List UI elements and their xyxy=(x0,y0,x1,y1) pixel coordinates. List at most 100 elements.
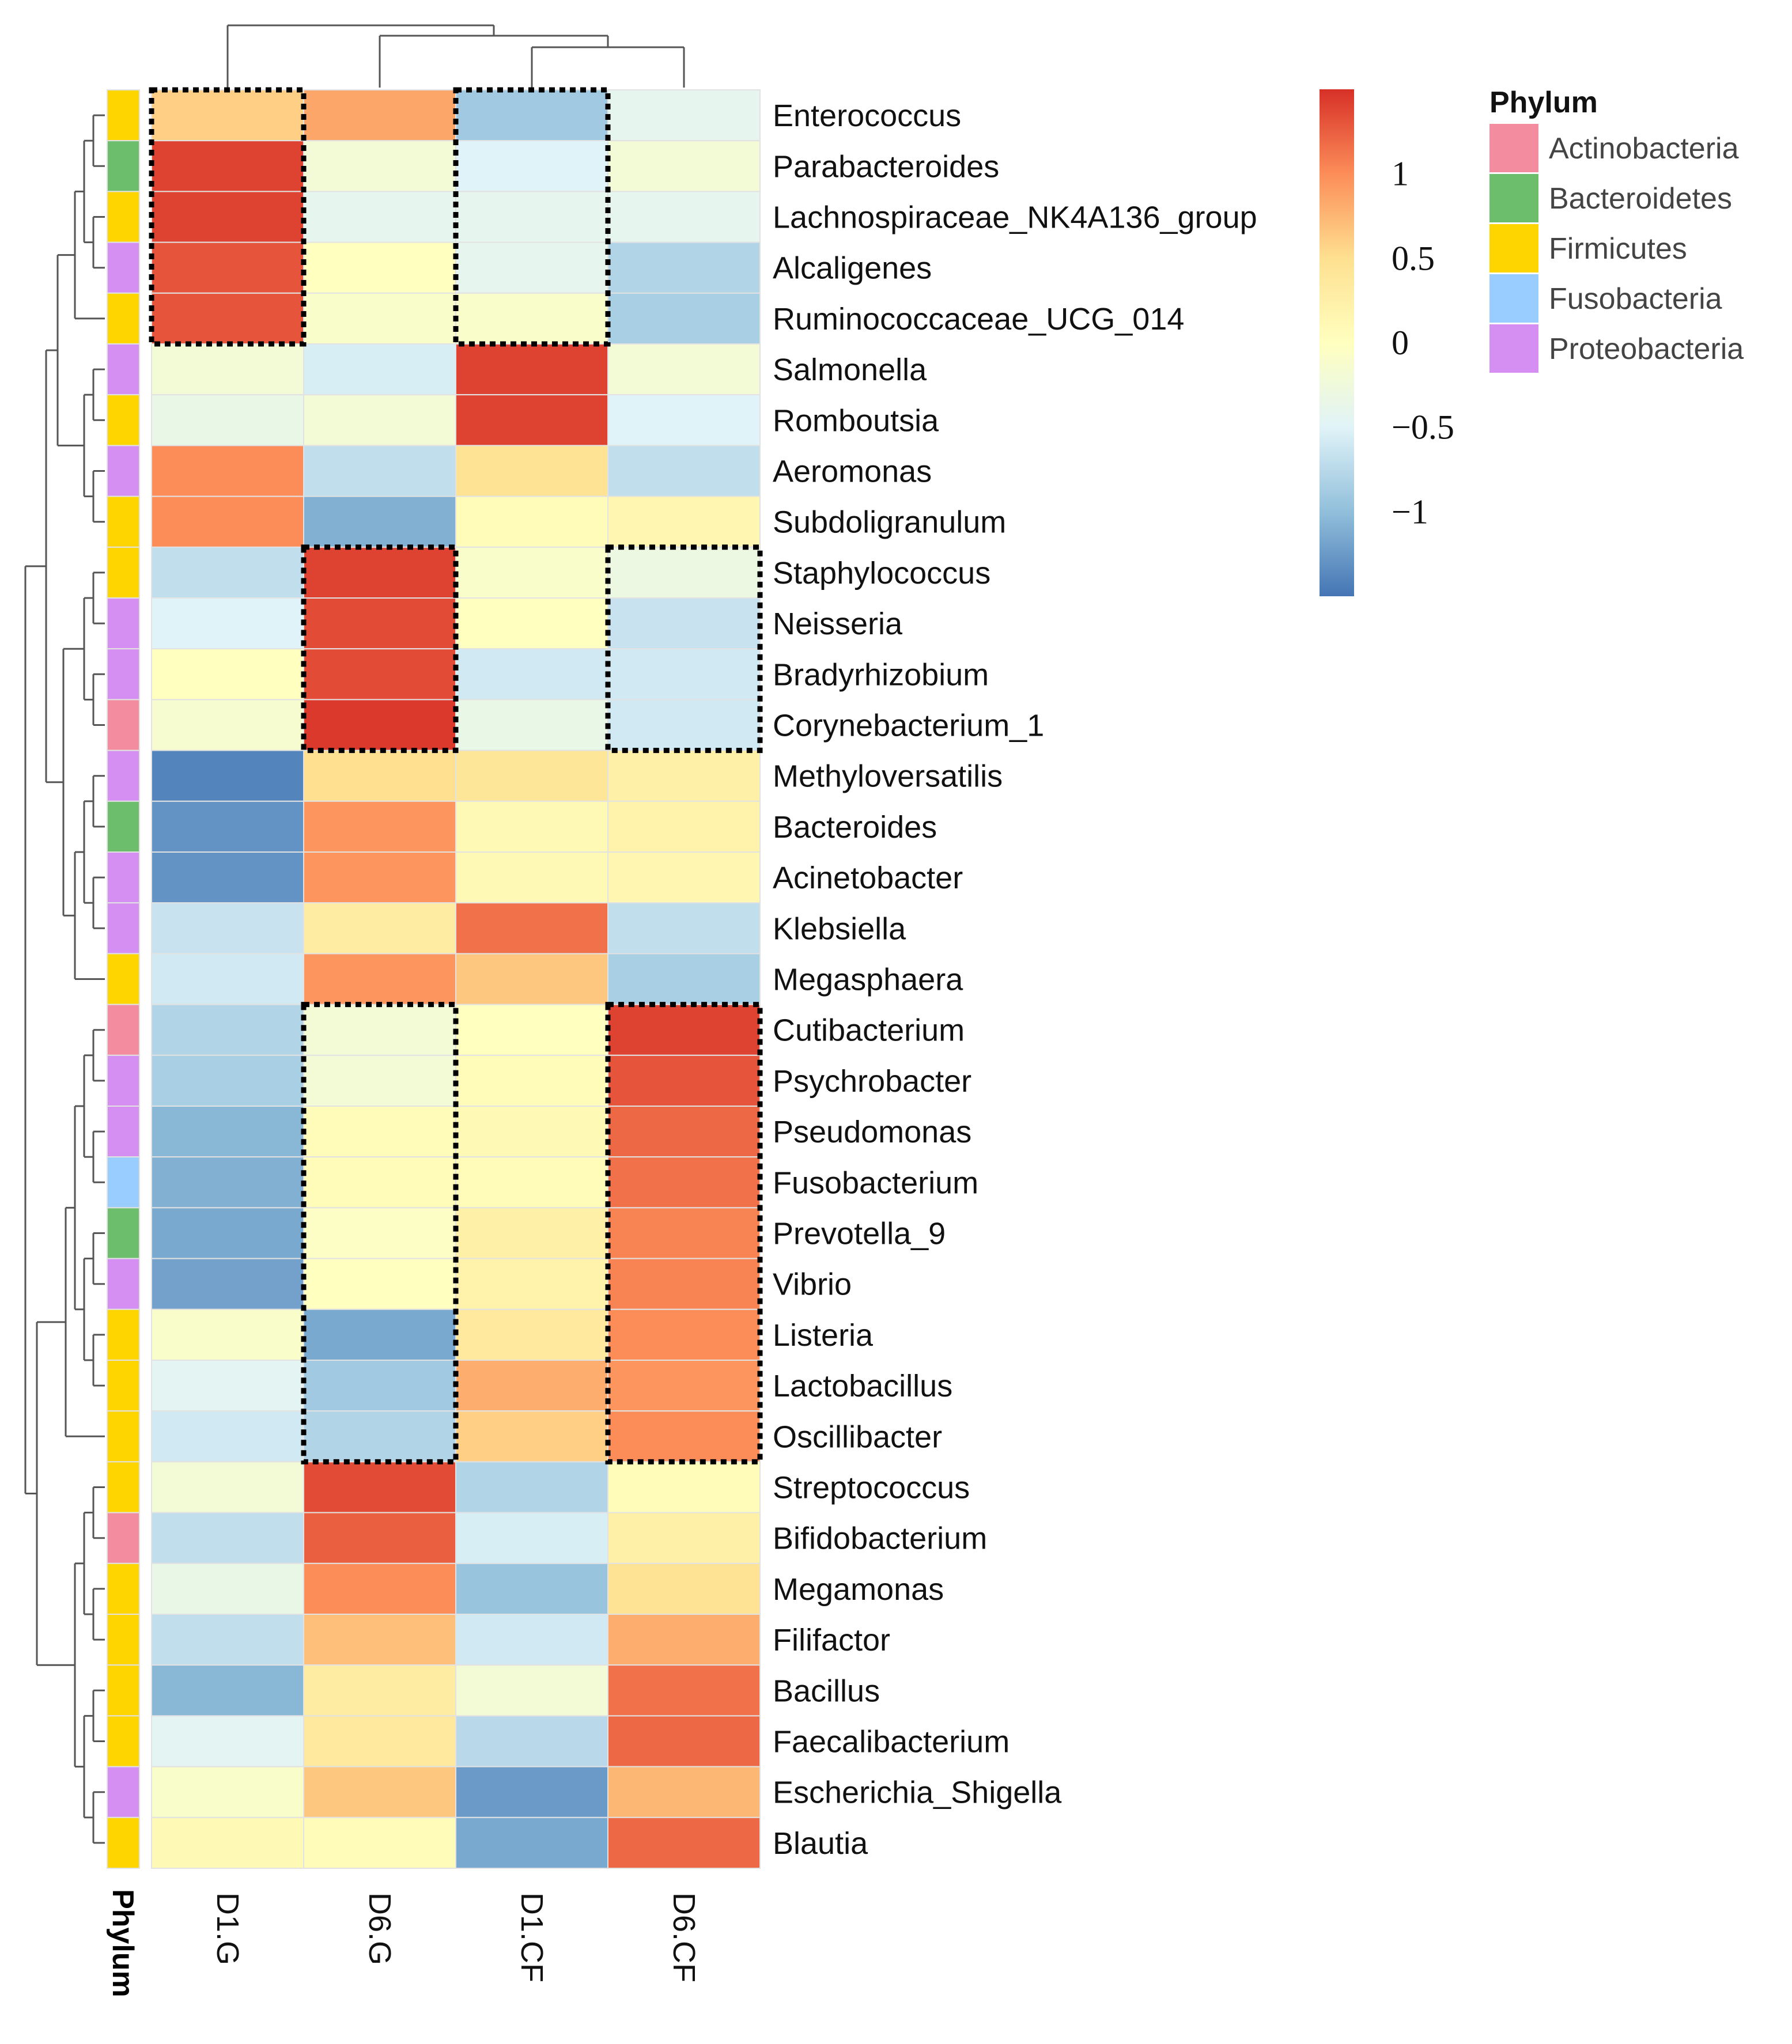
heatmap-cell xyxy=(303,1512,456,1564)
heatmap-cell xyxy=(455,394,608,446)
heatmap-cell xyxy=(151,1816,304,1869)
heatmap-cell xyxy=(303,1766,456,1818)
heatmap-cell xyxy=(151,1766,304,1818)
heatmap-cell xyxy=(607,546,761,599)
heatmap-cell xyxy=(151,140,304,192)
heatmap-cell xyxy=(151,1106,304,1158)
heatmap-cell xyxy=(303,343,456,396)
legend-label: Actinobacteria xyxy=(1549,132,1739,165)
heatmap-cell xyxy=(303,1410,456,1463)
phylum-strip-cell xyxy=(107,1156,140,1209)
highlight-box xyxy=(301,544,459,754)
heatmap-cell xyxy=(151,953,304,1005)
heatmap-cell xyxy=(455,800,608,853)
row-label: Listeria xyxy=(773,1318,874,1353)
phylum-axis-label: Phylum xyxy=(106,1889,139,1997)
heatmap-cell xyxy=(303,750,456,802)
heatmap-cell xyxy=(607,1410,761,1463)
heatmap-cell xyxy=(607,750,761,802)
heatmap-cell xyxy=(455,1614,608,1666)
row-label: Alcaligenes xyxy=(773,251,932,286)
phylum-strip-cell xyxy=(107,140,140,192)
row-label: Parabacteroides xyxy=(773,149,999,184)
phylum-strip-cell xyxy=(107,1410,140,1463)
phylum-legend: Phylum Actinobacteria Bacteroidetes Firmicu… xyxy=(1489,86,1744,373)
heatmap-cell xyxy=(303,699,456,751)
row-label: Corynebacterium_1 xyxy=(773,709,1044,743)
heatmap-cell xyxy=(151,750,304,802)
heatmap-cell xyxy=(455,1258,608,1310)
heatmap-cell xyxy=(303,394,456,446)
heatmap-cell xyxy=(607,140,761,192)
row-label: Aeromonas xyxy=(773,455,932,489)
heatmap-cell xyxy=(151,1410,304,1463)
highlight-box xyxy=(605,1002,763,1464)
row-label: Blautia xyxy=(773,1826,868,1861)
heatmap-cell xyxy=(607,495,761,548)
heatmap-cell xyxy=(607,1207,761,1259)
row-label: Psychrobacter xyxy=(773,1064,971,1099)
row-label: Staphylococcus xyxy=(773,556,990,591)
legend-label: Proteobacteria xyxy=(1549,332,1744,366)
heatmap-cell xyxy=(151,800,304,853)
heatmap-cell xyxy=(607,343,761,396)
phylum-strip-cell xyxy=(107,597,140,650)
heatmap-cell xyxy=(455,1106,608,1158)
row-label: Filifactor xyxy=(773,1623,890,1657)
heatmap-cell xyxy=(151,495,304,548)
heatmap-cell xyxy=(607,1308,761,1361)
phylum-strip-cell xyxy=(107,1715,140,1767)
colorbar-tick-label: −1 xyxy=(1392,493,1428,531)
legend-label: Fusobacteria xyxy=(1549,282,1722,316)
legend-swatch xyxy=(1489,224,1538,272)
heatmap-cell xyxy=(151,1512,304,1564)
heatmap-cell xyxy=(455,648,608,701)
heatmap-cell xyxy=(607,191,761,243)
heatmap-cell xyxy=(303,140,456,192)
phylum-strip-cell xyxy=(107,1512,140,1564)
heatmap-cell xyxy=(303,953,456,1005)
heatmap-cell xyxy=(455,1664,608,1717)
heatmap-cell xyxy=(303,1562,456,1615)
heatmap-cell xyxy=(607,1106,761,1158)
phylum-strip-cell xyxy=(107,1308,140,1361)
phylum-strip-cell xyxy=(107,546,140,599)
heatmap-cell xyxy=(455,1512,608,1564)
heatmap-cell xyxy=(303,1106,456,1158)
heatmap-cell xyxy=(607,1715,761,1767)
row-dendrogram xyxy=(24,114,105,1844)
heatmap-cell xyxy=(151,89,304,142)
heatmap-cell xyxy=(303,1715,456,1767)
column-dendrogram xyxy=(226,24,685,88)
heatmap-cell xyxy=(607,699,761,751)
row-label: Cutibacterium xyxy=(773,1013,965,1048)
row-label: Bradyrhizobium xyxy=(773,657,989,692)
heatmap-cell xyxy=(151,1156,304,1209)
heatmap-cell xyxy=(303,191,456,243)
highlight-box xyxy=(301,1002,459,1464)
heatmap-cell xyxy=(455,1207,608,1259)
column-label: D6.CF xyxy=(667,1892,701,1982)
row-label: Methyloversatilis xyxy=(773,759,1003,794)
heatmap-cell xyxy=(303,495,456,548)
phylum-strip-cell xyxy=(107,1562,140,1615)
row-label: Fusobacterium xyxy=(773,1165,978,1200)
heatmap-cell xyxy=(303,89,456,142)
heatmap-cell xyxy=(151,1054,304,1107)
phylum-strip-cell xyxy=(107,343,140,396)
heatmap-cell xyxy=(303,597,456,650)
row-label: Escherichia_Shigella xyxy=(773,1776,1062,1810)
heatmap-cell xyxy=(151,1461,304,1513)
heatmap-cell xyxy=(607,1461,761,1513)
heatmap-cell xyxy=(455,1308,608,1361)
phylum-strip-cell xyxy=(107,1664,140,1717)
row-label: Subdoligranulum xyxy=(773,505,1006,540)
row-label: Prevotella_9 xyxy=(773,1217,946,1251)
heatmap-cell xyxy=(607,1562,761,1615)
heatmap-cell xyxy=(303,1004,456,1056)
heatmap-cell xyxy=(455,292,608,345)
row-label: Vibrio xyxy=(773,1267,852,1302)
heatmap-cell xyxy=(607,1512,761,1564)
heatmap-cell xyxy=(151,1715,304,1767)
heatmap-cell xyxy=(303,546,456,599)
